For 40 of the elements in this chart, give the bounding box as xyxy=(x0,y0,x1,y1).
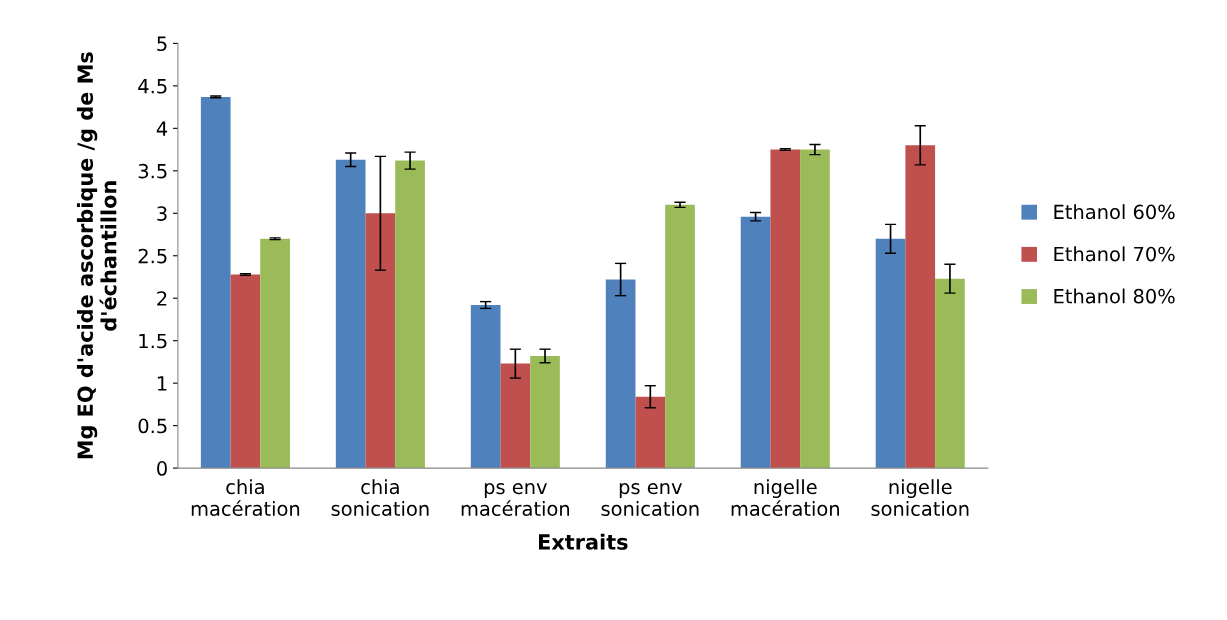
y-tick-label: 1.5 xyxy=(139,333,167,349)
bar xyxy=(530,355,560,469)
bar xyxy=(665,204,695,469)
legend-label: Ethanol 60% xyxy=(1054,204,1175,220)
x-tick-label: nigelle sonication xyxy=(871,479,969,517)
y-tick-label: 2.5 xyxy=(138,248,167,264)
y-axis-title: Mg EQ d'acide ascorbique /g de Ms d'échantillon xyxy=(76,52,117,459)
y-tick-label: 2 xyxy=(157,291,167,306)
bar xyxy=(740,216,771,469)
x-axis-title: Extraits xyxy=(539,533,628,550)
x-tick-label: chia sonication xyxy=(331,479,429,517)
x-tick-label: ps env sonication xyxy=(601,483,699,517)
bar xyxy=(770,149,801,469)
x-tick-label: ps env macération xyxy=(461,483,570,517)
y-tick-label: 1 xyxy=(157,376,167,391)
y-tick-label: 5 xyxy=(157,36,167,52)
bar xyxy=(230,274,261,469)
legend-label: Ethanol 70% xyxy=(1054,246,1175,262)
bar xyxy=(335,159,366,469)
bar xyxy=(470,305,501,469)
bar xyxy=(200,96,231,469)
bar xyxy=(635,396,666,469)
bar xyxy=(905,145,936,469)
x-tick-label: nigelle macération xyxy=(731,479,839,517)
bar xyxy=(365,213,396,469)
bar xyxy=(500,363,531,469)
bar xyxy=(935,278,965,469)
y-tick-label: 3.5 xyxy=(138,163,167,179)
y-tick-label: 3 xyxy=(157,206,167,221)
bar xyxy=(395,160,425,469)
bar xyxy=(800,149,830,469)
y-tick-label: 0.5 xyxy=(138,418,167,434)
bar xyxy=(605,279,636,469)
bar xyxy=(260,238,290,469)
y-tick-label: 0 xyxy=(157,461,167,476)
y-tick-label: 4 xyxy=(156,121,168,136)
legend-label: Ethanol 80% xyxy=(1054,288,1175,304)
y-tick-label: 4.5 xyxy=(138,79,167,94)
bar xyxy=(875,238,906,469)
x-tick-label: chia macération xyxy=(191,479,300,517)
